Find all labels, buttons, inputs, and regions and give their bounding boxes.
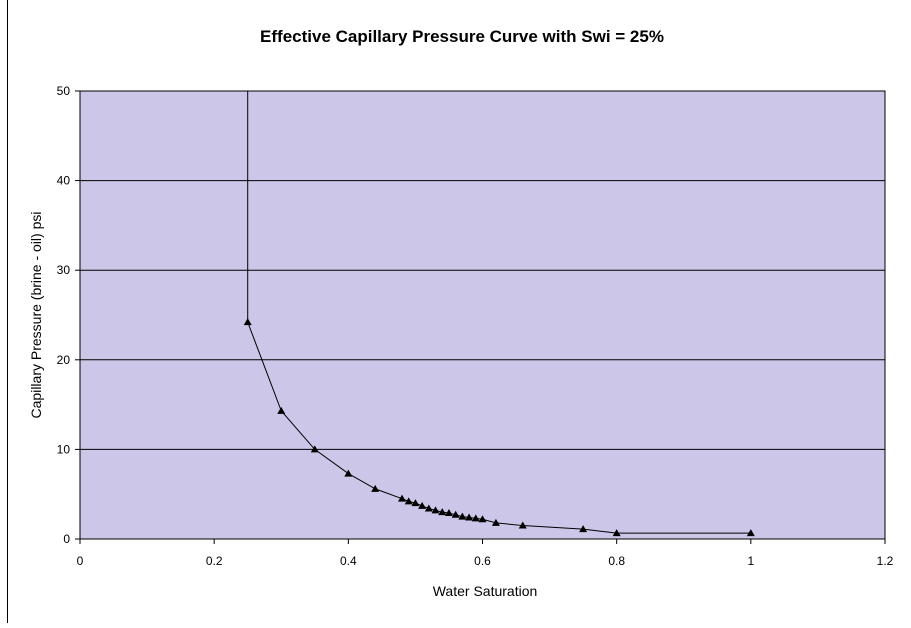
x-tick-label: 0.2 bbox=[206, 554, 223, 568]
y-tick-label: 30 bbox=[57, 263, 71, 277]
x-axis-label: Water Saturation bbox=[433, 583, 538, 599]
data-point-marker bbox=[431, 506, 440, 514]
y-tick-label: 40 bbox=[57, 174, 71, 188]
data-point-marker bbox=[277, 406, 286, 414]
data-point-marker bbox=[418, 501, 427, 509]
series-layer bbox=[247, 91, 751, 534]
x-tick-label: 0.8 bbox=[608, 554, 625, 568]
y-tick-label: 50 bbox=[57, 84, 71, 98]
data-point-marker bbox=[471, 514, 480, 522]
chart-title: Effective Capillary Pressure Curve with … bbox=[260, 27, 664, 46]
y-tick-label: 0 bbox=[63, 532, 70, 546]
data-point-marker bbox=[444, 509, 453, 517]
data-point-marker bbox=[371, 484, 380, 492]
data-point-marker bbox=[491, 518, 500, 526]
data-point-marker bbox=[344, 469, 353, 477]
data-point-marker bbox=[579, 525, 588, 533]
data-point-marker bbox=[398, 494, 406, 502]
data-point-marker bbox=[424, 504, 433, 512]
x-tick-label: 0.4 bbox=[340, 554, 357, 568]
y-axis-label: Capillary Pressure (brine - oil) psi bbox=[28, 212, 44, 419]
y-tick-label: 10 bbox=[57, 442, 71, 456]
data-point-marker bbox=[310, 445, 319, 453]
x-tick-label: 1.2 bbox=[877, 554, 894, 568]
data-point-marker bbox=[746, 529, 755, 537]
tick-layer: 0 10 20 30 40 50 0 0.2 0.4 0.6 0.8 1 1.2 bbox=[57, 84, 894, 568]
grid-layer bbox=[80, 180, 885, 450]
data-point-marker bbox=[478, 515, 487, 523]
left-border-line bbox=[7, 0, 8, 623]
data-point-marker bbox=[465, 513, 474, 521]
marker-layer bbox=[243, 318, 755, 537]
data-point-marker bbox=[612, 529, 621, 537]
x-tick-label: 1 bbox=[747, 554, 754, 568]
data-point-marker bbox=[438, 508, 447, 516]
plot-area bbox=[79, 90, 886, 540]
data-point-marker bbox=[243, 318, 252, 326]
x-tick-label: 0.6 bbox=[474, 554, 491, 568]
data-point-marker bbox=[451, 510, 460, 518]
data-point-marker bbox=[404, 497, 413, 505]
data-point-marker bbox=[411, 499, 420, 507]
series-line bbox=[247, 91, 751, 534]
x-tick-label: 0 bbox=[77, 554, 84, 568]
y-tick-label: 20 bbox=[57, 353, 71, 367]
data-point-marker bbox=[458, 512, 467, 520]
data-point-marker bbox=[518, 521, 527, 529]
